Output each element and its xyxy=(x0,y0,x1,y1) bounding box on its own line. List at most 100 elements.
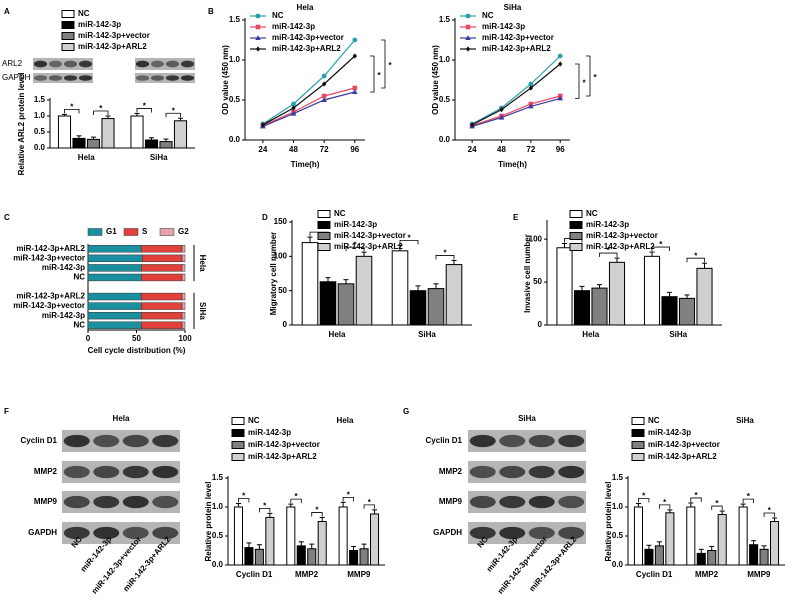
significance-label: * xyxy=(143,102,147,111)
bar xyxy=(738,506,748,566)
y-axis-label: Migratory cell number xyxy=(269,232,278,316)
significance-bracket xyxy=(345,246,365,252)
bar-segment xyxy=(181,245,186,253)
series-line xyxy=(262,39,356,125)
blot-band xyxy=(135,60,150,68)
legend-marker xyxy=(255,46,261,52)
legend-marker xyxy=(465,13,471,19)
blot-band xyxy=(78,60,93,68)
y-tick-label: 0.0 xyxy=(212,560,224,569)
legend-label: NC xyxy=(248,416,260,425)
blot-band xyxy=(152,495,179,509)
y-tick-label: 1.0 xyxy=(612,502,624,511)
blot-band xyxy=(48,75,63,81)
point xyxy=(321,97,327,102)
bar xyxy=(654,545,664,566)
legend-swatch xyxy=(317,210,331,218)
x-tick-label: 96 xyxy=(556,145,565,154)
blot-band xyxy=(469,434,496,448)
legend-swatch xyxy=(631,453,645,461)
blot-strip xyxy=(468,522,586,544)
y-tick-label: 1.0 xyxy=(229,55,241,64)
significance-bracket xyxy=(64,109,80,114)
legend-swatch xyxy=(61,21,75,29)
y-tick-label: 100 xyxy=(274,251,288,260)
significance-label: * xyxy=(99,104,103,113)
bar xyxy=(770,521,780,566)
blot-band xyxy=(152,465,179,479)
blot-band xyxy=(122,495,149,509)
legend-swatch xyxy=(61,32,75,40)
point xyxy=(528,81,534,87)
point xyxy=(352,37,358,43)
series-line xyxy=(262,55,356,126)
bar xyxy=(286,506,296,566)
bar-segment xyxy=(181,292,186,301)
significance-label: * xyxy=(347,490,351,499)
y-tick-label: 1.0 xyxy=(439,55,451,64)
point xyxy=(290,110,297,116)
bar-segment xyxy=(87,273,142,282)
y-tick-label: 50 xyxy=(533,277,542,286)
bar-segment xyxy=(141,292,183,301)
legend-label: NC xyxy=(586,209,598,218)
bar xyxy=(319,281,337,326)
x-tick-label: 24 xyxy=(258,145,267,154)
significance-label: * xyxy=(172,106,176,115)
bar xyxy=(643,255,661,326)
y-tick-label: 0.5 xyxy=(34,127,46,136)
panel-letter: D xyxy=(262,213,268,222)
bar-segment xyxy=(87,292,142,301)
blot-band xyxy=(469,465,496,479)
legend-marker xyxy=(255,13,261,19)
bar-segment xyxy=(181,311,186,320)
blot-band xyxy=(469,526,496,540)
blot-strip xyxy=(62,430,180,452)
significance-bracket xyxy=(435,255,455,260)
y-tick-label: 1.5 xyxy=(612,473,624,482)
blot-band xyxy=(78,75,93,81)
bar xyxy=(370,513,380,566)
significance-bracket xyxy=(93,110,109,115)
y-tick-label: 0 xyxy=(283,320,288,329)
blot-band xyxy=(93,434,120,448)
significance-label: * xyxy=(607,246,611,255)
y-tick-label: 0.0 xyxy=(612,560,624,569)
legend-label: G2 xyxy=(178,227,189,236)
significance-label: * xyxy=(582,78,586,87)
legend-swatch xyxy=(231,453,245,461)
bar-segment xyxy=(87,321,142,329)
significance-bracket xyxy=(651,246,670,252)
bar xyxy=(665,512,675,566)
point xyxy=(321,93,327,99)
panel-letter: C xyxy=(4,213,10,222)
x-tick-label: MMP9 xyxy=(747,570,771,579)
series-line xyxy=(471,63,561,126)
significance-bracket xyxy=(342,496,354,502)
significance-label: * xyxy=(263,501,267,510)
x-tick-label: 48 xyxy=(497,145,506,154)
significance-label: * xyxy=(659,240,663,249)
significance-label: * xyxy=(747,492,751,501)
significance-label: * xyxy=(377,71,381,80)
legend-label: miR-142-3p xyxy=(648,428,691,437)
legend-label: miR-142-3p xyxy=(248,428,291,437)
point xyxy=(352,53,357,59)
y-axis-label: Invasive cell number xyxy=(523,234,532,313)
significance-bracket xyxy=(363,504,375,509)
legend-label: NC xyxy=(272,11,284,20)
x-tick-label: 100 xyxy=(178,334,192,343)
bar xyxy=(254,548,264,566)
panel-letter: B xyxy=(208,7,214,16)
significance-label: * xyxy=(715,499,719,508)
x-tick-label: Hela xyxy=(329,330,346,339)
bar xyxy=(427,288,445,326)
panel-letter: A xyxy=(4,7,10,16)
legend-label: miR-142-3p xyxy=(334,220,377,229)
x-tick-label: 48 xyxy=(289,145,298,154)
bar xyxy=(359,548,369,566)
legend-label: miR-142-3p+vector xyxy=(648,440,720,449)
bar xyxy=(317,521,327,566)
